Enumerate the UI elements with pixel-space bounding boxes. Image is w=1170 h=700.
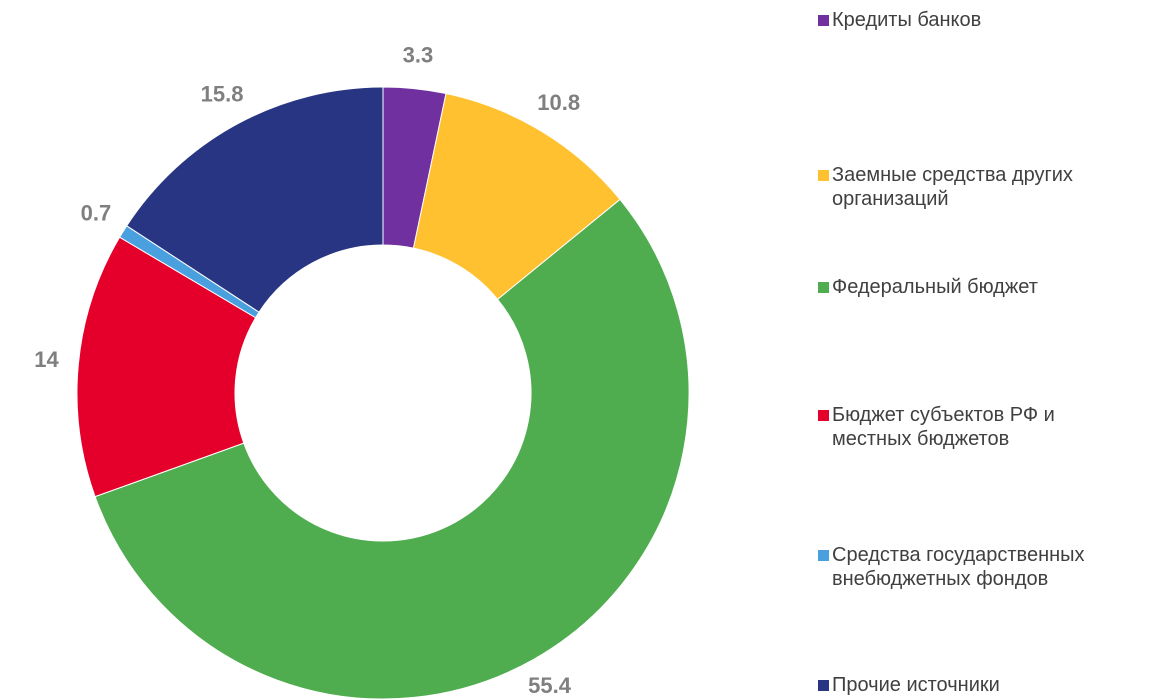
legend-label: Бюджет субъектов РФ и местных бюджетов [832, 404, 1055, 450]
legend-swatch [818, 170, 829, 181]
legend-swatch [818, 550, 829, 561]
data-label: 3.3 [403, 43, 434, 68]
legend-swatch [818, 15, 829, 26]
legend-entry: Кредиты банков [818, 8, 1128, 32]
data-label: 15.8 [201, 82, 244, 107]
donut-slice [94, 198, 690, 700]
data-label: 14 [34, 347, 59, 372]
donut-slice [76, 236, 257, 498]
legend-label: Заемные средства других организаций [832, 164, 1073, 210]
legend-label: Прочие источники [832, 674, 1000, 696]
legend-entry: Заемные средства других организаций [818, 163, 1128, 211]
legend-swatch [818, 410, 829, 421]
legend-label: Федеральный бюджет [832, 276, 1038, 298]
legend-entry: Федеральный бюджет [818, 275, 1128, 299]
legend-swatch [818, 680, 829, 691]
donut-slice [412, 92, 621, 301]
data-label: 55.4 [528, 673, 572, 698]
legend-swatch [818, 282, 829, 293]
legend-entry: Средства государственных внебюджетных фо… [818, 543, 1128, 591]
chart: 3.3 10.8 55.4 14 0.7 15.8 [34, 43, 690, 700]
data-label: 10.8 [537, 90, 580, 115]
legend-label: Средства государственных внебюджетных фо… [832, 544, 1085, 590]
donut-slice [126, 86, 384, 313]
legend-entry: Прочие источники [818, 673, 1128, 697]
legend-entry: Бюджет субъектов РФ и местных бюджетов [818, 403, 1128, 451]
data-label: 0.7 [81, 200, 112, 225]
legend-label: Кредиты банков [832, 9, 982, 31]
